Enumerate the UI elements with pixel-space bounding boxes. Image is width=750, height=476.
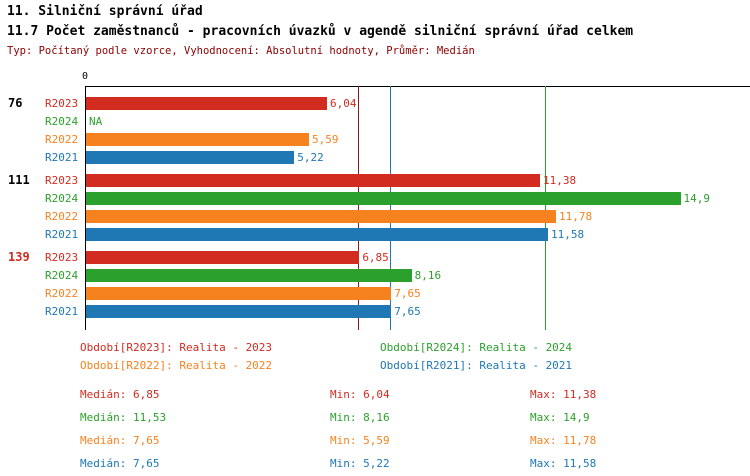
bar-value-label: 11,58: [551, 227, 585, 241]
bar-row: R2021 11,58: [0, 225, 750, 243]
bar-row: R2021 5,22: [0, 148, 750, 166]
bar-r2021: [86, 227, 549, 241]
series-label-r2022: R2022: [45, 286, 79, 300]
bar-value-label: 7,65: [394, 286, 421, 300]
bar-r2023: [86, 250, 360, 264]
legend: Období[R2023]: Realita - 2023 Období[R202…: [80, 341, 572, 372]
stat-min-r2022: Min: 5,59: [330, 434, 390, 447]
bar-row: R2023 11,38: [0, 171, 750, 189]
report-section-title: 11. Silniční správní úřad: [7, 4, 203, 19]
bar-r2024: [86, 191, 681, 205]
indicator-title: 11.7 Počet zaměstnanců - pracovních úvaz…: [7, 24, 634, 39]
series-label-r2022: R2022: [45, 209, 79, 223]
y-axis-line: [85, 86, 86, 330]
bar-value-label: 14,9: [683, 191, 711, 205]
bar-value-label: 6,04: [329, 96, 357, 110]
bar-value-label: NA: [89, 114, 103, 128]
series-label-r2022: R2022: [45, 132, 79, 146]
stat-max-r2021: Max: 11,58: [530, 457, 597, 470]
group-label: 139: [8, 250, 30, 264]
bar-row: R2023 6,04: [0, 94, 750, 112]
stat-max-r2022: Max: 11,78: [530, 434, 597, 447]
legend-item-r2022: Období[R2022]: Realita - 2022: [80, 359, 273, 372]
bar-r2022: [86, 132, 310, 146]
bar-value-label: 7,65: [394, 304, 421, 318]
bar-group-139: 139 R2023 6,85 R2024 8,16 R2022 7,65 R2021 7,65: [0, 248, 750, 320]
group-label: 76: [8, 96, 23, 110]
series-label-r2024: R2024: [45, 191, 79, 205]
stat-median-r2021: Medián: 7,65: [80, 457, 160, 470]
stats-table: Medián: 6,85 Min: 6,04 Max: 11,38 Medián: 1…: [80, 388, 596, 470]
bar-value-label: 5,59: [312, 132, 339, 146]
legend-item-r2021: Období[R2021]: Realita - 2021: [380, 359, 573, 372]
series-label-r2021: R2021: [45, 227, 79, 241]
stat-min-r2024: Min: 8,16: [330, 411, 390, 424]
stat-min-r2021: Min: 5,22: [330, 457, 390, 470]
group-label: 111: [8, 173, 30, 187]
series-label-r2023: R2023: [45, 173, 79, 187]
bar-group-111: 111 R2023 11,38 R2024 14,9 R2022 11,78 R2021 11,…: [0, 171, 750, 243]
bar-r2021: [86, 304, 392, 318]
bar-value-label: 5,22: [297, 150, 324, 164]
bar-row: R2022 5,59: [0, 130, 750, 148]
bar-r2022: [86, 286, 392, 300]
stat-max-r2024: Max: 14,9: [530, 411, 590, 424]
bar-r2024: [86, 268, 412, 282]
bar-row: R2021 7,65: [0, 302, 750, 320]
bar-value-label: 11,78: [559, 209, 593, 223]
series-label-r2021: R2021: [45, 150, 79, 164]
legend-item-r2024: Období[R2024]: Realita - 2024: [380, 341, 573, 354]
stat-min-r2023: Min: 6,04: [330, 388, 390, 401]
plot-top-border: [85, 86, 750, 87]
bar-r2022: [86, 209, 557, 223]
median-line-r2024: [545, 86, 547, 330]
bar-chart: 0 76 R2023 6,04 R2024 NA R2022 5,59 R2021 5,22 11…: [0, 71, 750, 330]
bar-row: R2024 NA: [0, 112, 750, 130]
bar-r2021: [86, 150, 295, 164]
series-label-r2024: R2024: [45, 268, 79, 282]
stat-median-r2023: Medián: 6,85: [80, 388, 160, 401]
stat-max-r2023: Max: 11,38: [530, 388, 597, 401]
bar-r2023: [86, 173, 541, 187]
chart-subtitle: Typ: Počítaný podle vzorce, Vyhodnocení:…: [7, 45, 475, 57]
bar-row: R2024 14,9: [0, 189, 750, 207]
bar-row: R2024 8,16: [0, 266, 750, 284]
series-label-r2023: R2023: [45, 96, 79, 110]
legend-item-r2023: Období[R2023]: Realita - 2023: [80, 341, 273, 354]
bar-value-label: 6,85: [362, 250, 389, 264]
x-axis-origin-label: 0: [81, 71, 89, 82]
bar-row: R2023 6,85: [0, 248, 750, 266]
median-line-r2021: [390, 86, 392, 330]
stat-median-r2022: Medián: 7,65: [80, 434, 160, 447]
series-label-r2021: R2021: [45, 304, 79, 318]
series-label-r2024: R2024: [45, 114, 79, 128]
bar-group-76: 76 R2023 6,04 R2024 NA R2022 5,59 R2021 5,22: [0, 94, 750, 166]
bar-row: R2022 11,78: [0, 207, 750, 225]
bar-value-label: 11,38: [543, 173, 577, 187]
median-line-r2023: [358, 86, 360, 330]
bar-r2023: [86, 96, 327, 110]
bar-row: R2022 7,65: [0, 284, 750, 302]
series-label-r2023: R2023: [45, 250, 79, 264]
bar-value-label: 8,16: [414, 268, 442, 282]
stat-median-r2024: Medián: 11,53: [80, 411, 167, 424]
